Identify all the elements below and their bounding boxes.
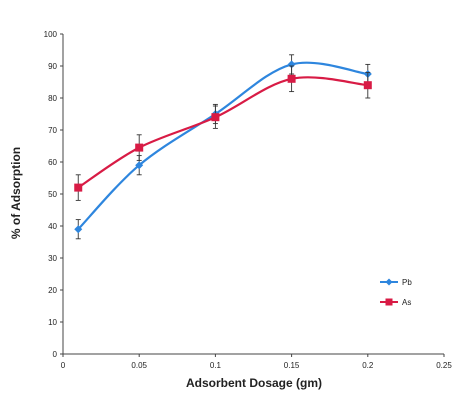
y-tick-label: 60	[48, 158, 57, 167]
y-tick-label: 0	[53, 350, 58, 359]
axes: 0 10 20 30 40 50 60 70 80 90 100 0 0.05 0.1 0.15 0.2 0.2…	[44, 30, 453, 370]
x-axis-title: Adsorbent Dosage (gm)	[186, 376, 322, 390]
x-tick-label: 0.05	[131, 361, 147, 370]
data-point-as	[211, 113, 220, 122]
x-tick-label: 0.2	[362, 361, 374, 370]
legend: Pb As	[380, 278, 412, 307]
y-tick-label: 80	[48, 94, 57, 103]
legend-label-pb: Pb	[402, 278, 412, 287]
y-tick-label: 20	[48, 286, 57, 295]
data-point-as	[363, 81, 372, 90]
data-point-pb	[74, 225, 83, 234]
y-tick-label: 10	[48, 318, 57, 327]
y-tick-label: 100	[44, 30, 58, 39]
x-tick-label: 0.25	[436, 361, 452, 370]
x-tick-label: 0.1	[210, 361, 222, 370]
legend-marker-as	[385, 298, 393, 306]
series-layer	[74, 54, 372, 240]
y-tick-label: 40	[48, 222, 57, 231]
data-point-as	[74, 183, 83, 192]
series-as	[74, 65, 372, 201]
x-tick-label: 0	[61, 361, 66, 370]
legend-marker-pb	[385, 278, 393, 286]
y-tick-label: 30	[48, 254, 57, 263]
y-tick-label: 90	[48, 62, 57, 71]
data-point-as	[287, 74, 296, 83]
y-tick-label: 70	[48, 126, 57, 135]
data-point-as	[135, 143, 144, 152]
y-axis-title: % of Adsorption	[9, 147, 23, 239]
legend-label-as: As	[402, 298, 411, 307]
x-tick-label: 0.15	[284, 361, 300, 370]
data-point-pb	[135, 161, 144, 170]
y-tick-label: 50	[48, 190, 57, 199]
